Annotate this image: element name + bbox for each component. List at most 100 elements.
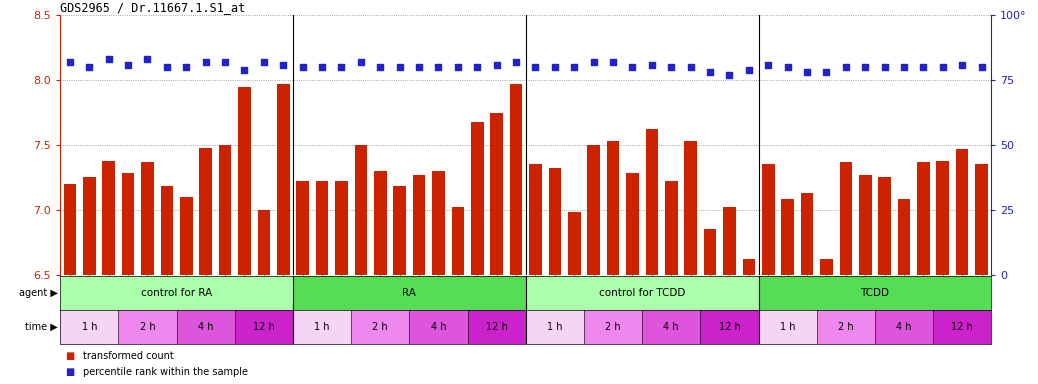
Text: 1 h: 1 h [315,322,330,332]
Point [798,70,815,76]
Bar [646,129,658,275]
Point [275,61,292,68]
Point [391,64,408,70]
Point [237,67,253,73]
Bar [293,276,525,310]
Point [333,64,350,70]
Point [740,67,757,73]
Bar [643,310,701,344]
Bar [121,174,134,275]
Point [644,61,660,68]
Text: time ▶: time ▶ [25,322,58,332]
Point [547,64,564,70]
Text: 12 h: 12 h [951,322,973,332]
Bar [235,310,293,344]
Text: control for TCDD: control for TCDD [599,288,685,298]
Bar [355,145,367,275]
Point [934,64,951,70]
Bar [238,87,251,275]
Bar [759,310,817,344]
Point [61,59,78,65]
Bar [83,177,95,275]
Point [780,64,796,70]
Bar [762,164,774,275]
Text: 12 h: 12 h [486,322,508,332]
Bar [704,229,716,275]
Bar [413,175,426,275]
Bar [665,181,678,275]
Bar [607,141,620,275]
Text: RA: RA [403,288,416,298]
Point [818,70,835,76]
Point [566,64,582,70]
Bar [525,276,759,310]
Bar [626,174,638,275]
Point [81,64,98,70]
Bar [471,122,484,275]
Bar [701,310,759,344]
Bar [684,141,696,275]
Point [702,70,718,76]
Bar [432,171,444,275]
Point [101,56,117,63]
Point [488,61,504,68]
Text: TCDD: TCDD [861,288,890,298]
Point [197,59,214,65]
Text: 12 h: 12 h [253,322,275,332]
Point [585,59,602,65]
Text: control for RA: control for RA [141,288,212,298]
Text: GDS2965 / Dr.11667.1.S1_at: GDS2965 / Dr.11667.1.S1_at [60,1,245,14]
Point [954,61,971,68]
Point [896,64,912,70]
Text: 2 h: 2 h [605,322,621,332]
Text: ■: ■ [65,367,75,377]
Point [974,64,990,70]
Bar [976,164,988,275]
Bar [525,310,584,344]
Point [838,64,854,70]
Bar [316,181,328,275]
Bar [878,177,891,275]
Point [177,64,194,70]
Bar [467,310,525,344]
Point [119,61,136,68]
Bar [956,149,968,275]
Text: transformed count: transformed count [83,351,173,361]
Bar [118,310,176,344]
Bar [800,193,814,275]
Bar [180,197,193,275]
Bar [858,175,872,275]
Point [469,64,486,70]
Bar [452,207,464,275]
Bar [918,162,930,275]
Point [721,72,738,78]
Text: 4 h: 4 h [431,322,446,332]
Bar [723,207,736,275]
Point [353,59,370,65]
Bar [103,161,115,275]
Point [508,59,524,65]
Point [876,64,893,70]
Bar [335,181,348,275]
Bar [199,147,212,275]
Bar [409,310,467,344]
Bar [933,310,991,344]
Text: 2 h: 2 h [140,322,156,332]
Bar [393,187,406,275]
Point [663,64,680,70]
Text: 4 h: 4 h [896,322,911,332]
Point [682,64,699,70]
Point [217,59,234,65]
Bar [742,259,755,275]
Point [916,64,932,70]
Point [760,61,776,68]
Point [313,64,330,70]
Bar [584,310,643,344]
Bar [510,84,522,275]
Point [605,59,622,65]
Bar [176,310,235,344]
Bar [293,310,351,344]
Bar [219,145,231,275]
Bar [568,212,580,275]
Bar [875,310,933,344]
